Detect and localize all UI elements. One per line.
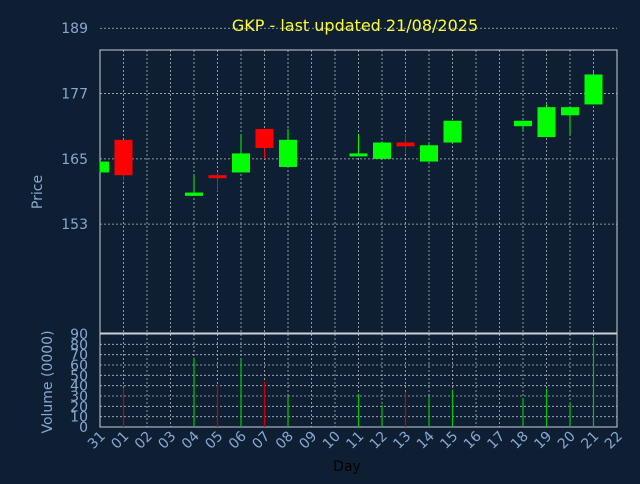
x-tick-label: 08 xyxy=(273,429,297,453)
x-tick-label: 21 xyxy=(578,429,602,453)
price-tick-label: 177 xyxy=(61,87,88,103)
x-tick-label: 06 xyxy=(226,428,250,452)
x-tick-label: 05 xyxy=(202,429,226,453)
price-axis-label: Price xyxy=(30,175,46,209)
price-tick-label: 153 xyxy=(61,217,88,233)
volume-axis-label: Volume (0000) xyxy=(40,330,56,433)
candle-body xyxy=(349,153,368,157)
x-tick-label: 03 xyxy=(155,429,179,453)
x-tick-label: 13 xyxy=(390,429,414,453)
x-tick-label: 17 xyxy=(484,429,508,453)
volume-tick-label: 0 xyxy=(79,420,88,436)
candle-body xyxy=(537,107,556,138)
price-tick-label: 189 xyxy=(61,21,88,37)
volume-tick-label: 90 xyxy=(70,327,88,343)
volume-tick-label: 70 xyxy=(70,348,88,364)
candle-body xyxy=(114,139,133,176)
candle-body xyxy=(443,120,462,143)
x-tick-label: 18 xyxy=(508,429,532,453)
candle-body xyxy=(373,142,391,159)
x-tick-label: 11 xyxy=(343,429,367,453)
x-tick-label: 09 xyxy=(296,429,320,453)
volume-tick-label: 40 xyxy=(70,379,88,395)
x-tick-label: 15 xyxy=(437,429,461,453)
price-tick-label: 165 xyxy=(61,152,88,168)
x-axis-label: Day xyxy=(333,459,361,475)
x-tick-label: 02 xyxy=(132,429,156,453)
volume-tick-label: 10 xyxy=(70,410,88,426)
candle-body xyxy=(584,74,603,105)
volume-tick-label: 30 xyxy=(70,389,88,405)
candle-body xyxy=(185,192,203,196)
x-tick-label: 07 xyxy=(249,429,273,453)
candle-body xyxy=(396,142,415,147)
x-tick-label: 16 xyxy=(461,428,485,452)
candle-body xyxy=(255,128,274,148)
candle-body xyxy=(514,120,532,127)
x-tick-label: 10 xyxy=(320,429,344,453)
x-tick-label: 19 xyxy=(531,429,555,453)
price-panel: 153 165 177 189 xyxy=(61,21,618,334)
volume-tick-label: 20 xyxy=(70,399,88,415)
candle-body xyxy=(100,161,109,173)
chart-title: GKP - last updated 21/08/2025 xyxy=(232,16,478,35)
x-tick-label: 12 xyxy=(367,429,391,453)
volume-tick-label: 80 xyxy=(70,337,88,353)
volume-tick-label: 50 xyxy=(70,368,88,384)
candle-body xyxy=(279,139,297,168)
volume-tick-label: 60 xyxy=(70,358,88,374)
candle-body xyxy=(420,145,438,162)
x-tick-label: 01 xyxy=(108,429,132,453)
x-tick-label: 04 xyxy=(179,428,203,452)
candle-body xyxy=(208,175,227,179)
price-frame xyxy=(99,49,618,334)
x-tick-label: 20 xyxy=(555,429,579,453)
x-tick-label: 22 xyxy=(602,429,626,453)
x-tick-label: 31 xyxy=(85,429,109,453)
candle-body xyxy=(232,153,250,173)
candle-body xyxy=(561,107,579,116)
x-tick-label: 14 xyxy=(414,428,438,452)
